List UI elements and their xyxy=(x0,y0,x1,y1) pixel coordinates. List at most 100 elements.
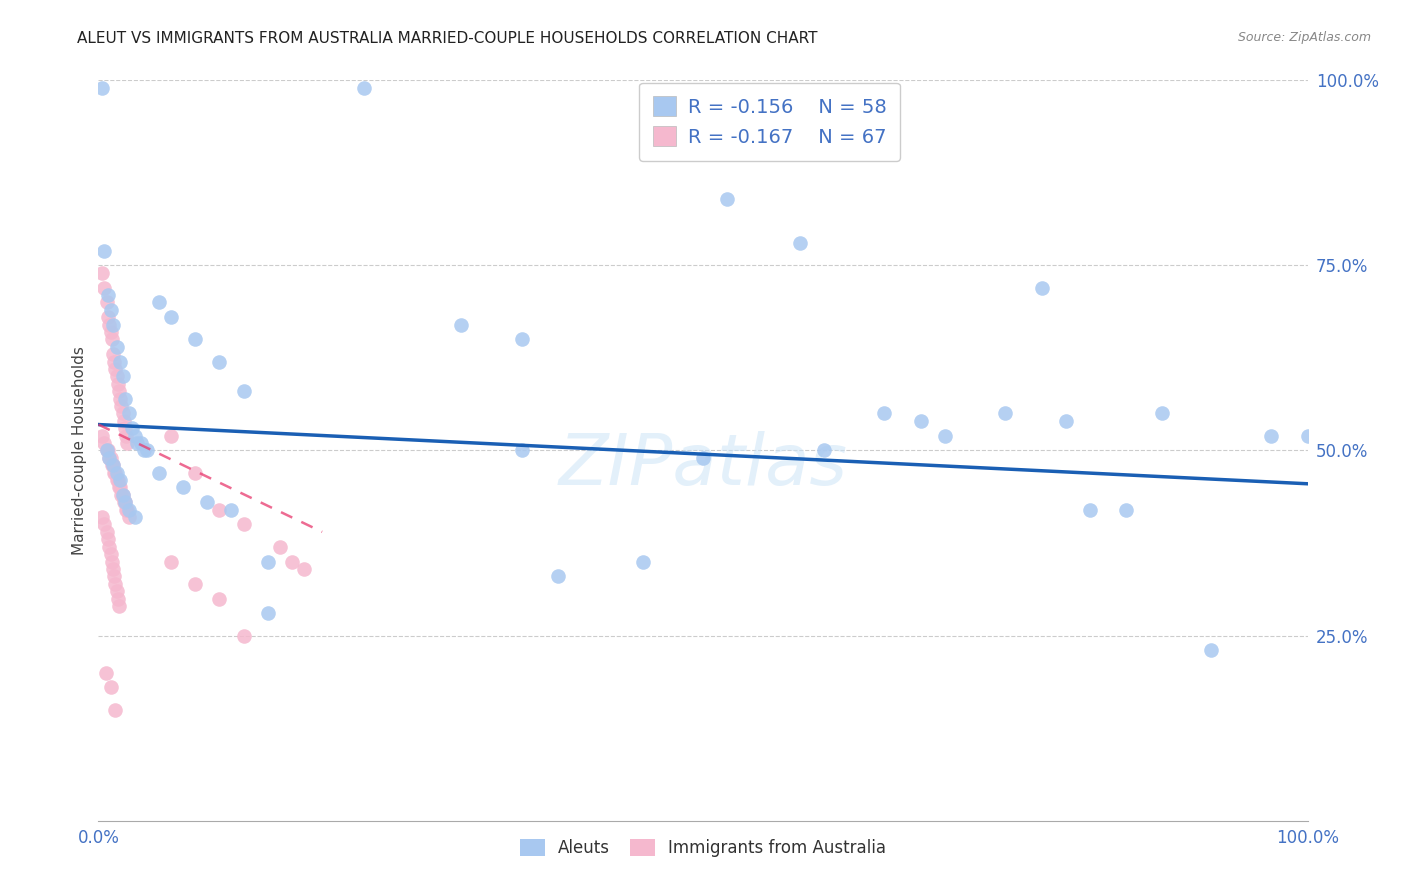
Point xyxy=(107,591,129,606)
Point xyxy=(105,369,128,384)
Point xyxy=(101,347,124,361)
Point xyxy=(269,540,291,554)
Point xyxy=(547,569,569,583)
Point xyxy=(1115,502,1137,516)
Point xyxy=(108,480,131,494)
Point xyxy=(97,310,120,325)
Point xyxy=(96,524,118,539)
Text: Source: ZipAtlas.com: Source: ZipAtlas.com xyxy=(1237,31,1371,45)
Point xyxy=(160,555,183,569)
Point xyxy=(121,421,143,435)
Point xyxy=(105,584,128,599)
Point xyxy=(105,466,128,480)
Point xyxy=(124,428,146,442)
Point xyxy=(813,443,835,458)
Point xyxy=(292,562,315,576)
Point xyxy=(93,244,115,258)
Point xyxy=(94,665,117,680)
Point xyxy=(353,80,375,95)
Point xyxy=(135,443,157,458)
Point xyxy=(160,428,183,442)
Point xyxy=(98,450,121,465)
Point xyxy=(111,369,134,384)
Point xyxy=(184,466,207,480)
Point xyxy=(1296,428,1319,442)
Point xyxy=(450,318,472,332)
Point xyxy=(195,495,218,509)
Point xyxy=(111,407,134,421)
Point xyxy=(232,517,254,532)
Point xyxy=(93,280,115,294)
Point xyxy=(100,325,122,339)
Point xyxy=(1078,502,1101,516)
Point xyxy=(103,466,125,480)
Point xyxy=(232,384,254,399)
Point xyxy=(994,407,1017,421)
Point xyxy=(104,576,127,591)
Point xyxy=(103,569,125,583)
Point xyxy=(96,295,118,310)
Point xyxy=(91,80,114,95)
Point xyxy=(98,450,121,465)
Point xyxy=(934,428,956,442)
Point xyxy=(97,533,120,547)
Point xyxy=(101,562,124,576)
Point xyxy=(101,318,124,332)
Point xyxy=(100,681,122,695)
Point xyxy=(127,436,149,450)
Point xyxy=(118,502,141,516)
Point xyxy=(104,362,127,376)
Point xyxy=(93,517,115,532)
Point xyxy=(93,436,115,450)
Point xyxy=(101,458,124,473)
Point xyxy=(100,555,122,569)
Point xyxy=(148,295,170,310)
Point xyxy=(98,540,121,554)
Point xyxy=(208,502,231,516)
Point xyxy=(108,384,131,399)
Point xyxy=(256,555,278,569)
Point xyxy=(510,443,533,458)
Point xyxy=(108,480,131,494)
Point xyxy=(114,421,136,435)
Point xyxy=(104,466,127,480)
Point xyxy=(789,236,811,251)
Point xyxy=(124,510,146,524)
Point xyxy=(134,443,156,458)
Point xyxy=(1260,428,1282,442)
Point xyxy=(110,488,132,502)
Point xyxy=(232,628,254,642)
Point xyxy=(208,354,231,368)
Point xyxy=(107,376,129,391)
Point xyxy=(91,510,114,524)
Point xyxy=(184,576,207,591)
Point xyxy=(1152,407,1174,421)
Point xyxy=(115,428,138,442)
Point xyxy=(108,354,131,368)
Point xyxy=(107,473,129,487)
Point xyxy=(91,428,114,442)
Text: ZIPatlas: ZIPatlas xyxy=(558,431,848,500)
Point xyxy=(873,407,896,421)
Point xyxy=(631,555,654,569)
Point xyxy=(118,510,141,524)
Point xyxy=(111,488,134,502)
Point xyxy=(112,495,135,509)
Point xyxy=(510,332,533,346)
Point xyxy=(114,495,136,509)
Point xyxy=(110,399,132,413)
Point xyxy=(692,450,714,465)
Point xyxy=(221,502,243,516)
Point xyxy=(1031,280,1053,294)
Point xyxy=(172,480,194,494)
Point xyxy=(108,599,131,613)
Point xyxy=(115,502,138,516)
Point xyxy=(100,458,122,473)
Point xyxy=(105,473,128,487)
Text: ALEUT VS IMMIGRANTS FROM AUSTRALIA MARRIED-COUPLE HOUSEHOLDS CORRELATION CHART: ALEUT VS IMMIGRANTS FROM AUSTRALIA MARRI… xyxy=(77,31,818,46)
Point xyxy=(101,458,124,473)
Point xyxy=(1054,414,1077,428)
Point xyxy=(96,443,118,458)
Point xyxy=(256,607,278,621)
Point xyxy=(112,414,135,428)
